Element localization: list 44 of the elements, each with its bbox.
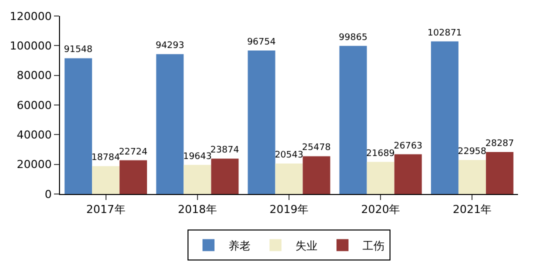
x-tick-label: 2021年 — [452, 203, 492, 216]
bar — [430, 41, 458, 194]
bar — [248, 50, 276, 194]
x-tick-label: 2017年 — [86, 203, 126, 216]
bar — [211, 158, 239, 194]
y-tick-label: 80000 — [16, 69, 52, 82]
data-label: 94293 — [156, 41, 184, 52]
bar — [486, 152, 514, 194]
x-tick-label: 2018年 — [178, 203, 217, 216]
x-tick-label: 2019年 — [270, 203, 308, 216]
legend-label: 养老 — [228, 239, 250, 252]
data-label: 23874 — [210, 146, 240, 156]
data-label: 91548 — [64, 45, 93, 56]
data-label: 22724 — [118, 147, 148, 158]
bar — [156, 54, 184, 194]
data-label: 25478 — [302, 143, 331, 154]
bar — [64, 58, 92, 194]
y-tick-label: 100000 — [10, 40, 52, 53]
y-tick-label: 20000 — [16, 158, 52, 172]
bar — [302, 156, 330, 194]
legend-label: 失业 — [296, 239, 318, 252]
legend-label: 工伤 — [362, 239, 384, 252]
x-tick-label: 2020年 — [361, 203, 400, 216]
y-tick-label: 40000 — [16, 128, 52, 142]
y-tick-label: 120000 — [10, 10, 52, 23]
data-label: 96754 — [247, 37, 276, 48]
bar — [339, 46, 367, 194]
data-label: 18784 — [91, 153, 120, 164]
y-tick-label: 60000 — [16, 98, 52, 112]
data-label: 26763 — [394, 141, 422, 152]
y-tick-label: 0 — [44, 188, 52, 201]
data-label: 19643 — [183, 152, 212, 162]
data-label: 28287 — [485, 139, 514, 150]
data-label: 21689 — [366, 148, 396, 159]
bar — [366, 162, 394, 194]
bar — [120, 160, 148, 194]
data-label: 20543 — [274, 150, 304, 161]
data-label: 99865 — [338, 32, 368, 43]
bar — [92, 166, 120, 194]
bar — [394, 154, 422, 194]
bar — [184, 164, 212, 194]
bar — [275, 164, 303, 194]
bar — [458, 160, 486, 194]
data-label: 102871 — [428, 28, 462, 38]
